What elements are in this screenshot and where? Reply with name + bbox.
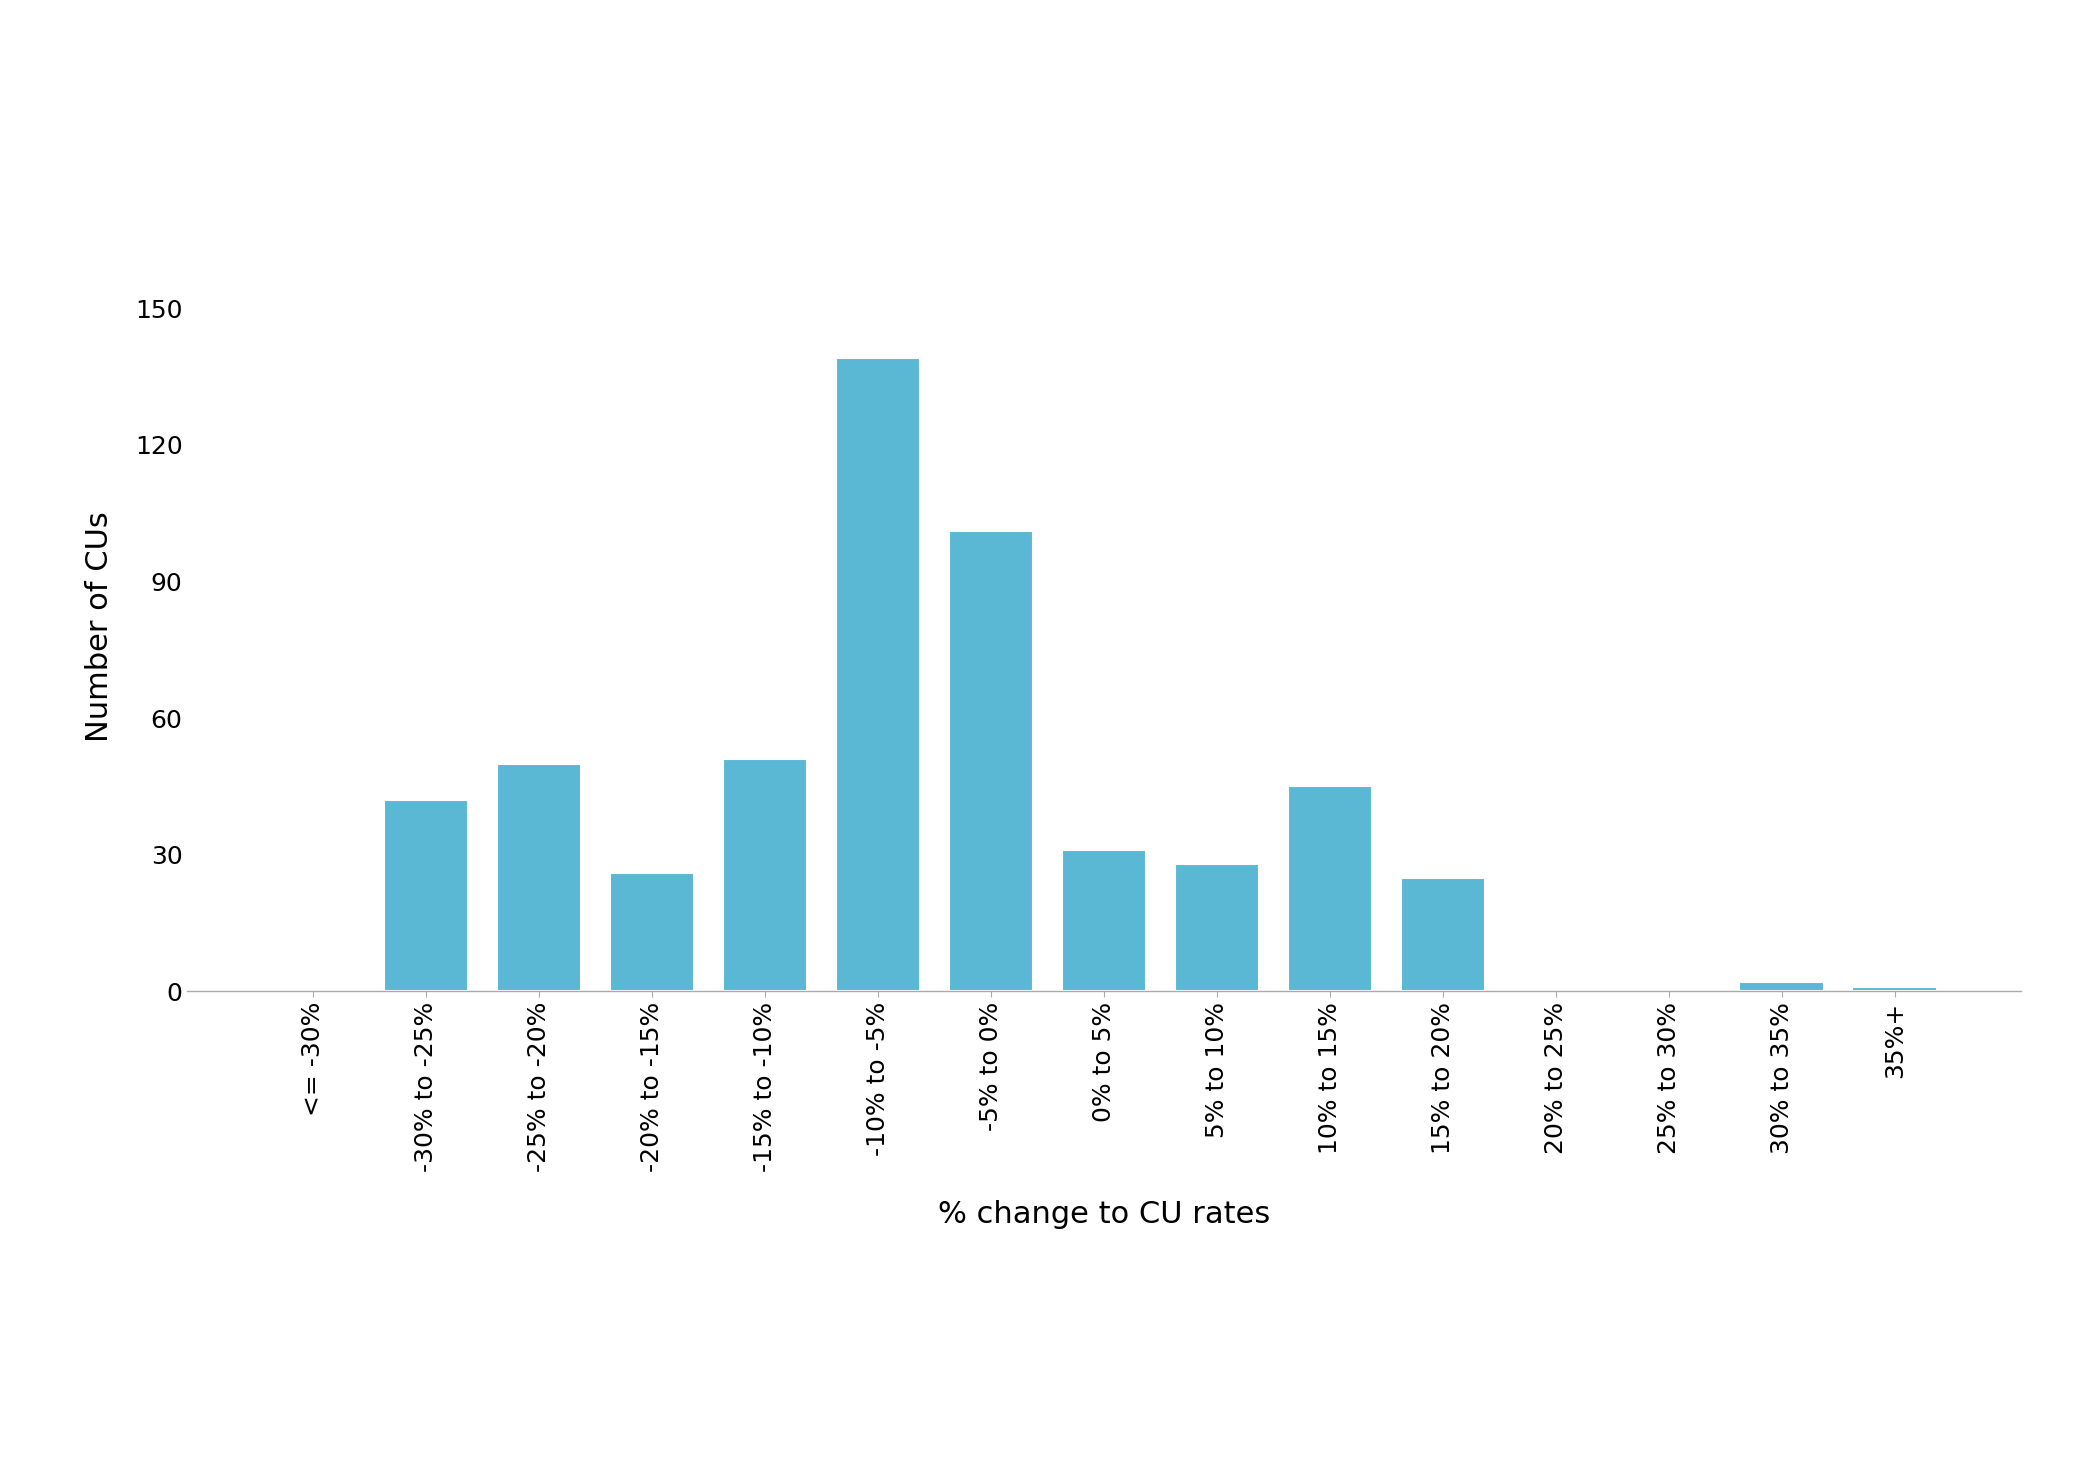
Bar: [610, 873, 694, 991]
Bar: [1739, 983, 1825, 991]
X-axis label: % change to CU rates: % change to CU rates: [937, 1200, 1271, 1229]
Bar: [948, 531, 1033, 991]
Bar: [1287, 786, 1373, 991]
Y-axis label: Number of CUs: Number of CUs: [85, 512, 115, 742]
Bar: [1175, 863, 1260, 991]
Bar: [723, 760, 808, 991]
Bar: [835, 359, 921, 991]
Bar: [383, 800, 469, 991]
Bar: [1852, 987, 1937, 991]
Bar: [1062, 850, 1146, 991]
Bar: [1400, 878, 1485, 991]
Bar: [496, 764, 581, 991]
